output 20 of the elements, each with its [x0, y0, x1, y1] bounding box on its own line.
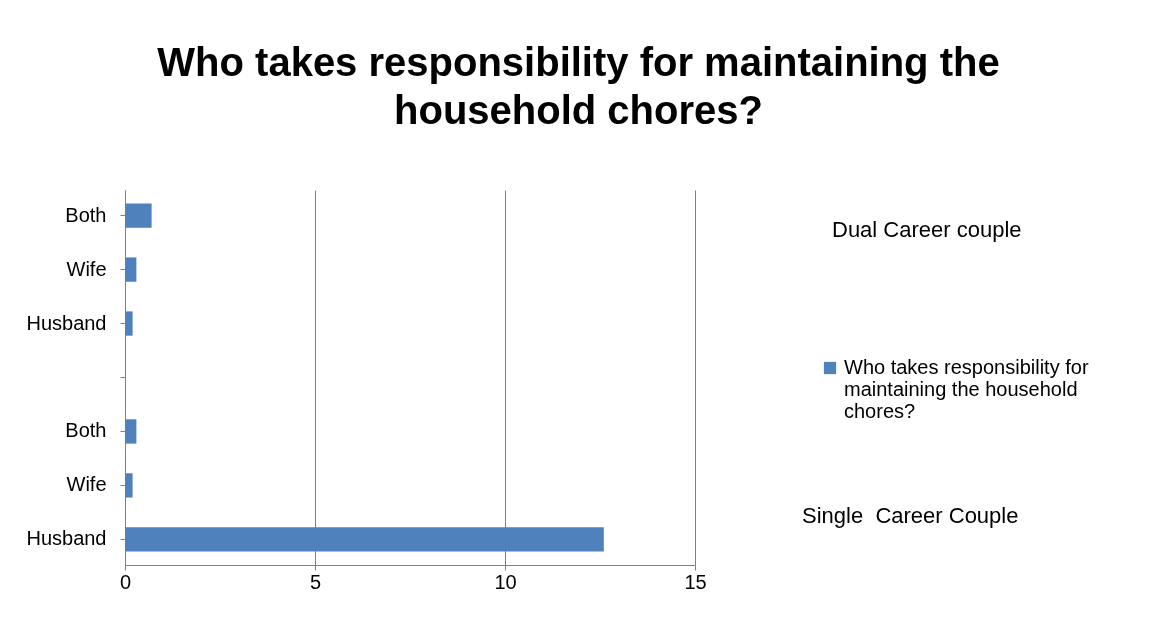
y-tick-label: Husband — [26, 527, 107, 550]
text: Dual Career couple — [832, 217, 1022, 243]
legend-label: Who takes responsibility for maintaining the household chores? — [844, 356, 1089, 422]
bar — [125, 311, 133, 336]
x-tick-label: 0 — [119, 570, 132, 593]
y-tick-label: Wife — [66, 473, 107, 496]
x-tick-label: 10 — [494, 570, 517, 593]
y-tick-label: Wife — [66, 257, 107, 280]
bar — [125, 257, 137, 282]
bar — [125, 203, 152, 228]
text: Single Career Couple — [802, 503, 1019, 529]
x-tick-label: 5 — [309, 570, 322, 593]
y-tick-label: Husband — [26, 311, 107, 334]
y-tick-label: Both — [65, 203, 107, 226]
y-tick-label: Both — [65, 419, 107, 442]
bar — [125, 527, 604, 552]
bar — [125, 473, 133, 498]
bar — [125, 419, 137, 444]
x-tick-label: 15 — [684, 570, 707, 593]
chart-title: Who takes responsibility for maintaining the household chores? — [156, 39, 1001, 134]
